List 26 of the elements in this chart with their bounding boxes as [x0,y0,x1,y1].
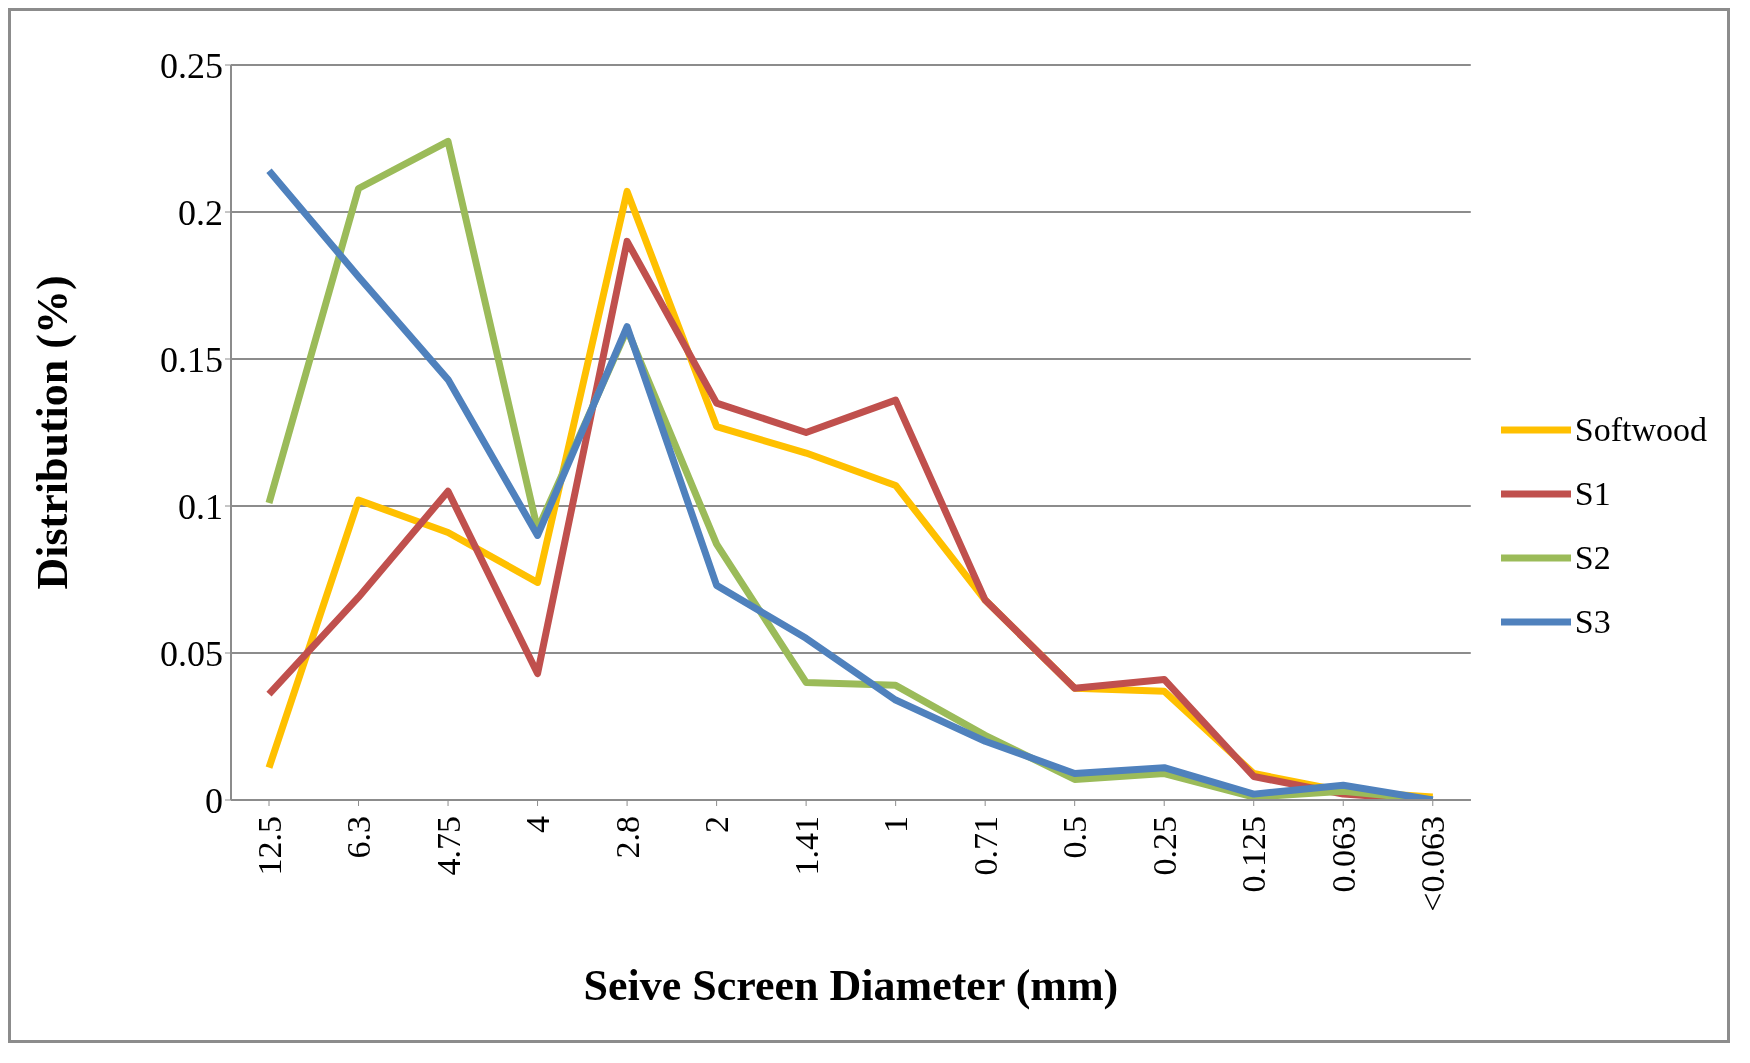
y-tick-label: 0.05 [160,633,223,674]
x-tick-label: 0.25 [1145,816,1183,876]
x-tick-label: 4.75 [429,816,467,876]
x-tick-label: 0.063 [1324,816,1362,893]
y-tick-label: 0 [205,780,223,821]
x-tick-label: 0.5 [1056,816,1094,859]
x-tick-label: 0.125 [1235,816,1273,893]
y-axis-title: Distribution (%) [27,275,77,590]
legend-label: Softwood [1574,410,1707,449]
x-tick-label: 1.41 [787,816,825,876]
y-tick-label: 0.15 [160,339,223,380]
x-tick-label: <0.063 [1414,816,1452,912]
y-tick-label: 0.1 [178,486,223,527]
x-tick-label: 2 [698,816,736,833]
x-tick-label: 6.3 [340,816,378,859]
x-tick-label: 1 [877,816,915,833]
x-tick-label: 12.5 [250,816,288,876]
x-axis-title: Seive Screen Diameter (mm) [583,961,1119,1010]
legend-label: S1 [1574,474,1611,513]
y-tick-label: 0.2 [178,192,223,233]
x-tick-label: 4 [519,816,557,833]
x-tick-label: 0.71 [966,816,1004,876]
x-tick-label: 2.8 [608,816,646,859]
y-tick-label: 0.25 [160,45,223,86]
legend-label: S2 [1574,538,1611,577]
legend-label: S3 [1574,602,1611,641]
